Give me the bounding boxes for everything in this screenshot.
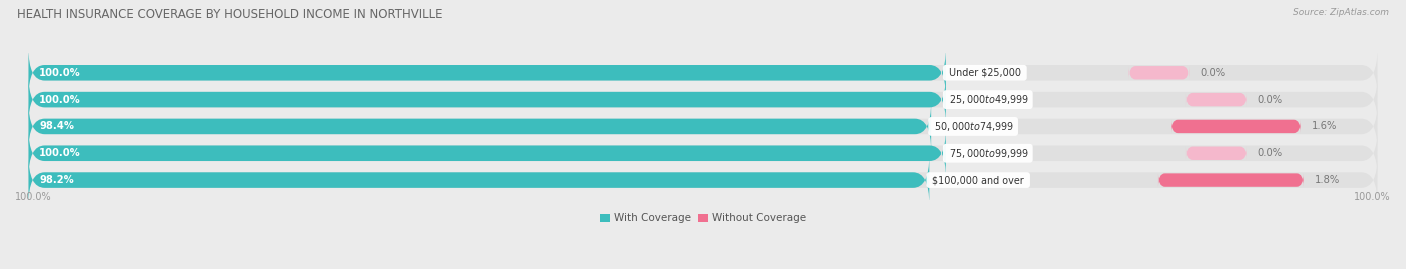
- Text: $50,000 to $74,999: $50,000 to $74,999: [931, 120, 1015, 133]
- Text: 100.0%: 100.0%: [39, 95, 82, 105]
- FancyBboxPatch shape: [28, 48, 1378, 97]
- FancyBboxPatch shape: [1171, 120, 1301, 133]
- FancyBboxPatch shape: [1185, 147, 1247, 160]
- FancyBboxPatch shape: [28, 75, 946, 124]
- Text: $100,000 and over: $100,000 and over: [929, 175, 1026, 185]
- Text: 0.0%: 0.0%: [1257, 95, 1282, 105]
- Text: 1.6%: 1.6%: [1312, 121, 1337, 132]
- FancyBboxPatch shape: [28, 102, 1378, 151]
- Text: 0.0%: 0.0%: [1257, 148, 1282, 158]
- Text: 98.4%: 98.4%: [39, 121, 75, 132]
- FancyBboxPatch shape: [28, 75, 1378, 124]
- FancyBboxPatch shape: [28, 156, 929, 204]
- Text: HEALTH INSURANCE COVERAGE BY HOUSEHOLD INCOME IN NORTHVILLE: HEALTH INSURANCE COVERAGE BY HOUSEHOLD I…: [17, 8, 443, 21]
- Text: 98.2%: 98.2%: [39, 175, 75, 185]
- FancyBboxPatch shape: [1159, 173, 1303, 187]
- Text: Source: ZipAtlas.com: Source: ZipAtlas.com: [1294, 8, 1389, 17]
- Text: $25,000 to $49,999: $25,000 to $49,999: [946, 93, 1029, 106]
- FancyBboxPatch shape: [28, 156, 1378, 204]
- FancyBboxPatch shape: [28, 48, 946, 97]
- Text: 100.0%: 100.0%: [39, 148, 82, 158]
- FancyBboxPatch shape: [28, 129, 1378, 178]
- Text: 1.8%: 1.8%: [1315, 175, 1340, 185]
- Text: 0.0%: 0.0%: [1201, 68, 1225, 78]
- Text: Under $25,000: Under $25,000: [946, 68, 1024, 78]
- FancyBboxPatch shape: [28, 102, 931, 151]
- Text: 100.0%: 100.0%: [15, 192, 52, 202]
- FancyBboxPatch shape: [28, 129, 946, 178]
- FancyBboxPatch shape: [1129, 66, 1189, 79]
- Legend: With Coverage, Without Coverage: With Coverage, Without Coverage: [596, 209, 810, 227]
- Text: 100.0%: 100.0%: [1354, 192, 1391, 202]
- Text: $75,000 to $99,999: $75,000 to $99,999: [946, 147, 1029, 160]
- Text: 100.0%: 100.0%: [39, 68, 82, 78]
- FancyBboxPatch shape: [1185, 93, 1247, 106]
